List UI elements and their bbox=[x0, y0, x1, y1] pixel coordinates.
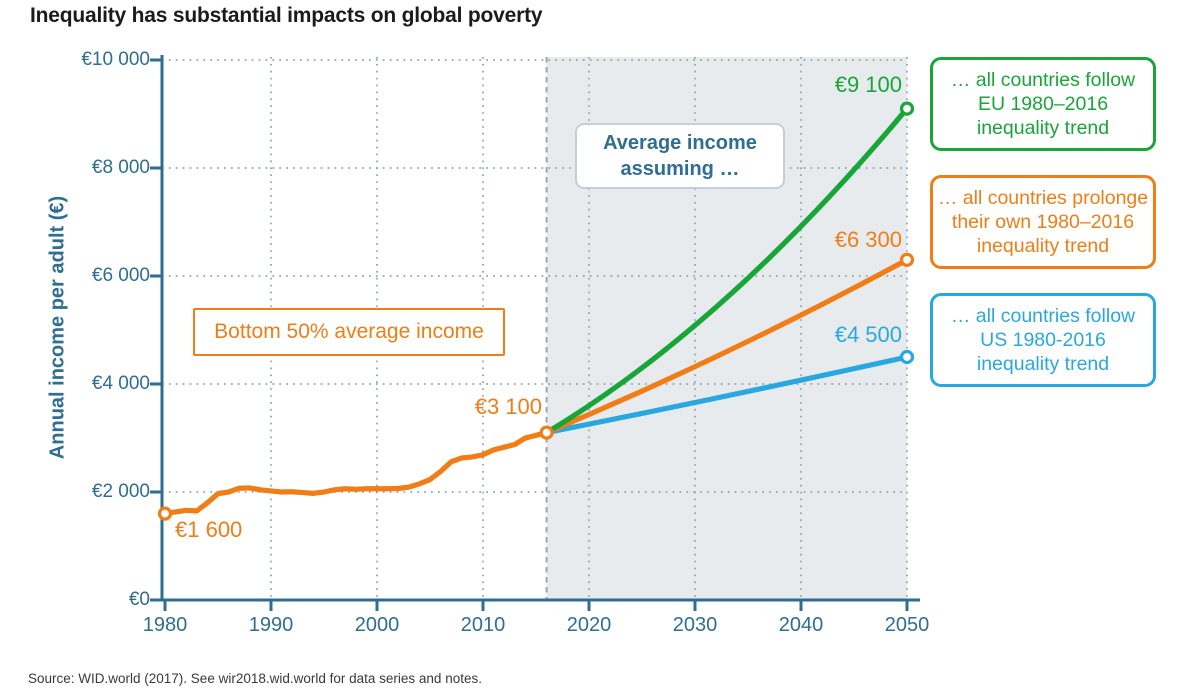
x-tick-label: 1980 bbox=[142, 614, 188, 636]
value-label-us-2050: €4 500 bbox=[834, 322, 902, 347]
assuming-line-2: assuming … bbox=[620, 158, 740, 180]
value-label-2016: €3 100 bbox=[474, 394, 542, 419]
legend-line: … all countries follow bbox=[950, 305, 1136, 327]
legend-line: inequality trend bbox=[976, 353, 1110, 375]
x-tick-label: 2000 bbox=[354, 614, 400, 636]
x-tick-label: 2050 bbox=[884, 614, 930, 636]
legend-line: EU 1980–2016 bbox=[977, 93, 1109, 115]
average-income-assuming-box: Average income assuming … bbox=[575, 123, 785, 189]
y-tick-label: €10 000 bbox=[81, 49, 150, 70]
value-label-1980: €1 600 bbox=[175, 517, 243, 542]
value-label-own-2050: €6 300 bbox=[834, 227, 902, 252]
y-tick-label: €6 000 bbox=[91, 265, 150, 286]
legend-line: … all countries prolonge bbox=[937, 187, 1149, 209]
y-tick-label: €4 000 bbox=[91, 373, 150, 394]
value-label-eu-2050: €9 100 bbox=[834, 72, 902, 97]
chart-title: Inequality has substantial impacts on gl… bbox=[30, 4, 543, 27]
assuming-line-1: Average income bbox=[603, 132, 757, 154]
x-tick-label: 2030 bbox=[672, 614, 718, 636]
x-tick-label: 2020 bbox=[566, 614, 612, 636]
legend-box-us-trend: … all countries follow US 1980-2016 ineq… bbox=[930, 293, 1156, 387]
source-note: Source: WID.world (2017). See wir2018.wi… bbox=[28, 671, 482, 686]
legend-line: inequality trend bbox=[976, 117, 1110, 139]
y-tick-label: €0 bbox=[128, 589, 150, 610]
x-tick-label: 2040 bbox=[778, 614, 824, 636]
legend-box-own-trend: … all countries prolonge their own 1980–… bbox=[930, 175, 1156, 269]
y-axis-title: Annual income per adult (€) bbox=[46, 195, 69, 460]
legend-line: their own 1980–2016 bbox=[951, 211, 1135, 233]
y-tick-label: €8 000 bbox=[91, 157, 150, 178]
legend-line: inequality trend bbox=[976, 235, 1110, 257]
legend-box-eu-trend: … all countries follow EU 1980–2016 ineq… bbox=[930, 57, 1156, 151]
x-tick-label: 2010 bbox=[460, 614, 506, 636]
bottom-50-label-box: Bottom 50% average income bbox=[193, 308, 505, 356]
legend-line: US 1980-2016 bbox=[980, 329, 1106, 351]
y-tick-label: €2 000 bbox=[91, 481, 150, 502]
legend-line: … all countries follow bbox=[950, 69, 1136, 91]
x-tick-label: 1990 bbox=[248, 614, 294, 636]
